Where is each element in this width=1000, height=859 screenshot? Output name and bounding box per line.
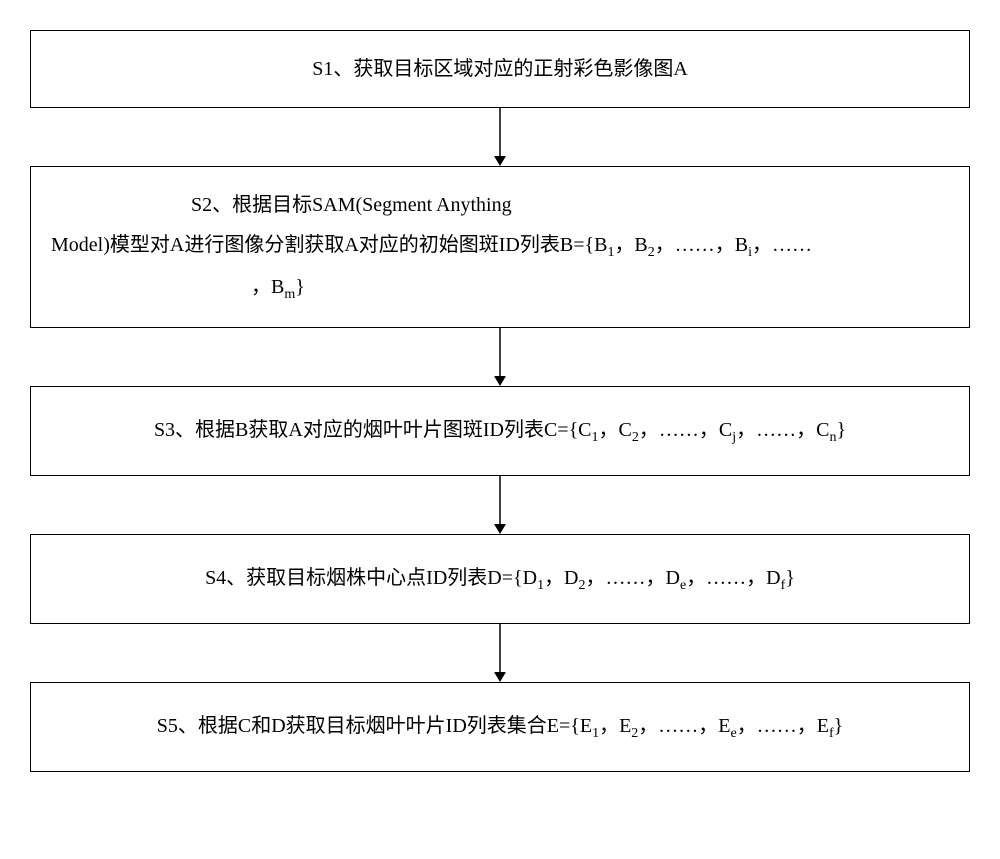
- step-s2: S2、根据目标SAM(Segment AnythingModel)模型对A进行图…: [30, 166, 970, 328]
- arrow-down: [30, 476, 970, 534]
- step-text: S5、根据C和D获取目标烟叶叶片ID列表集合E={E1，E2，……，Ee，……，…: [157, 706, 843, 748]
- step-text: S1、获取目标区域对应的正射彩色影像图A: [312, 49, 688, 89]
- step-s5: S5、根据C和D获取目标烟叶叶片ID列表集合E={E1，E2，……，Ee，……，…: [30, 682, 970, 772]
- arrow-down: [30, 108, 970, 166]
- step-text: S3、根据B获取A对应的烟叶叶片图斑ID列表C={C1，C2，……，Cj，……，…: [154, 410, 846, 452]
- step-text: S4、获取目标烟株中心点ID列表D={D1，D2，……，De，……，Df}: [205, 558, 795, 600]
- step-s4: S4、获取目标烟株中心点ID列表D={D1，D2，……，De，……，Df}: [30, 534, 970, 624]
- arrow-down: [30, 328, 970, 386]
- step-s1: S1、获取目标区域对应的正射彩色影像图A: [30, 30, 970, 108]
- flowchart-container: S1、获取目标区域对应的正射彩色影像图A S2、根据目标SAM(Segment …: [30, 30, 970, 772]
- step-s3: S3、根据B获取A对应的烟叶叶片图斑ID列表C={C1，C2，……，Cj，……，…: [30, 386, 970, 476]
- step-text: S2、根据目标SAM(Segment AnythingModel)模型对A进行图…: [51, 185, 812, 309]
- arrow-down: [30, 624, 970, 682]
